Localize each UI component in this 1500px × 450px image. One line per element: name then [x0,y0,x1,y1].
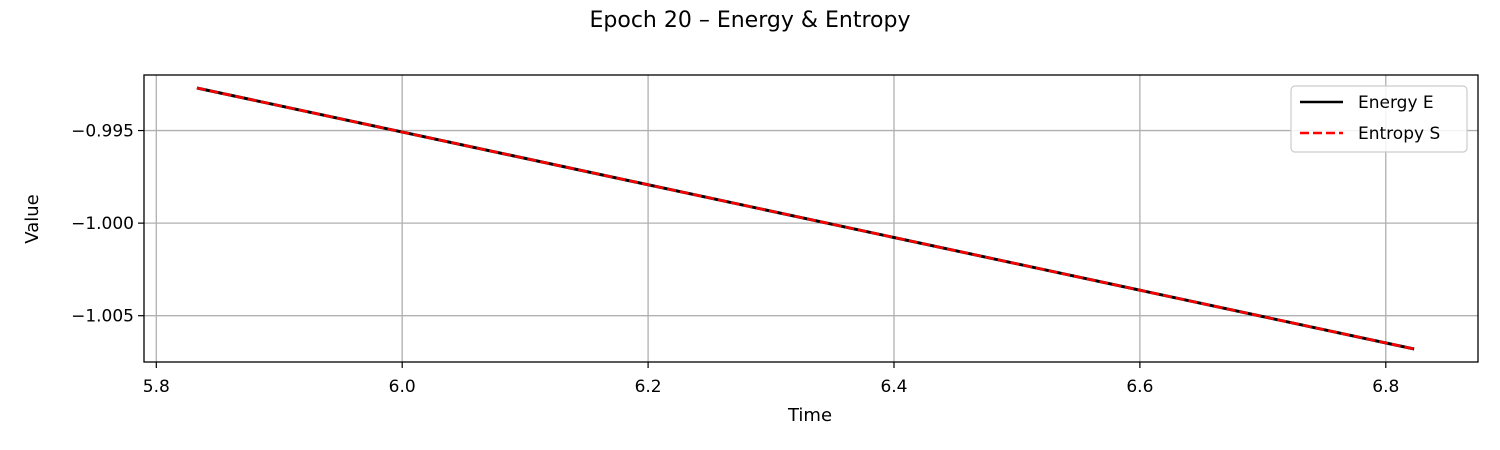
legend-label: Energy E [1358,93,1434,113]
y-tick-label: −1.005 [71,307,134,327]
axis-ticks: 5.8 6.0 6.2 6.4 6.6 6.8 −0.995 −1.000 −1.005 [71,122,1399,397]
legend-label: Entropy S [1358,124,1440,144]
y-tick-label: −0.995 [71,122,134,142]
x-tick-label: 6.8 [1372,377,1399,397]
series-lines [196,86,1415,351]
x-tick-label: 6.6 [1126,377,1153,397]
x-axis-label: Time [787,405,832,426]
y-axis-label: Value [22,194,43,243]
x-tick-label: 6.2 [635,377,662,397]
y-tick-label: −1.000 [71,214,134,234]
legend: Energy E Entropy S [1290,85,1468,153]
chart-title: Epoch 20 – Energy & Entropy [590,8,911,33]
x-tick-label: 6.4 [880,377,907,397]
x-tick-label: 6.0 [389,377,416,397]
x-tick-label: 5.8 [143,377,170,397]
plot-frame [143,74,1479,363]
series-line-energy [196,86,1415,351]
